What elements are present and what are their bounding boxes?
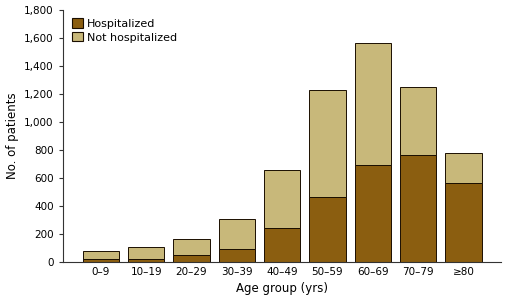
- Bar: [173, 255, 209, 262]
- Bar: [309, 197, 346, 262]
- Bar: [173, 239, 209, 255]
- Bar: [219, 219, 255, 250]
- Bar: [354, 43, 391, 165]
- Bar: [128, 259, 164, 262]
- Bar: [219, 250, 255, 262]
- Y-axis label: No. of patients: No. of patients: [6, 92, 19, 179]
- Bar: [354, 165, 391, 262]
- Bar: [264, 170, 300, 228]
- Bar: [400, 87, 436, 155]
- Bar: [83, 259, 119, 262]
- Bar: [128, 247, 164, 259]
- Bar: [445, 183, 482, 262]
- Legend: Hospitalized, Not hospitalized: Hospitalized, Not hospitalized: [68, 15, 180, 46]
- Bar: [83, 251, 119, 259]
- Bar: [264, 228, 300, 262]
- Bar: [445, 153, 482, 183]
- Bar: [309, 89, 346, 197]
- X-axis label: Age group (yrs): Age group (yrs): [236, 282, 328, 296]
- Bar: [400, 155, 436, 262]
